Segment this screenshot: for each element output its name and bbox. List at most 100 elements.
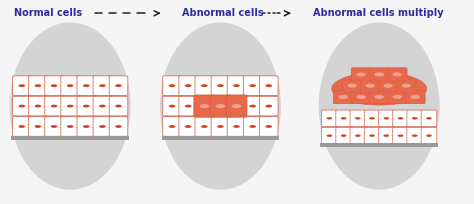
Ellipse shape [99,105,106,108]
Ellipse shape [355,134,361,137]
Ellipse shape [392,72,402,76]
Ellipse shape [51,125,57,128]
Ellipse shape [398,134,403,137]
Ellipse shape [217,84,224,87]
Ellipse shape [233,84,240,87]
Ellipse shape [83,105,90,108]
Ellipse shape [374,95,384,99]
Ellipse shape [217,125,224,128]
Ellipse shape [216,104,225,108]
Ellipse shape [115,84,122,87]
FancyBboxPatch shape [109,117,128,136]
Ellipse shape [99,125,106,128]
FancyBboxPatch shape [226,95,247,117]
FancyBboxPatch shape [12,96,31,116]
Ellipse shape [185,105,191,108]
Ellipse shape [401,84,411,88]
FancyBboxPatch shape [163,117,182,136]
Ellipse shape [35,125,41,128]
FancyBboxPatch shape [369,68,389,81]
FancyBboxPatch shape [77,96,96,116]
FancyBboxPatch shape [378,128,394,144]
FancyBboxPatch shape [387,90,407,104]
FancyBboxPatch shape [45,96,64,116]
FancyBboxPatch shape [392,110,409,126]
Ellipse shape [365,84,375,88]
Ellipse shape [35,84,41,87]
FancyBboxPatch shape [336,128,352,144]
FancyBboxPatch shape [163,96,182,116]
Ellipse shape [426,134,432,137]
FancyBboxPatch shape [61,117,80,136]
Ellipse shape [201,125,208,128]
Ellipse shape [369,117,375,120]
Ellipse shape [169,84,175,87]
FancyBboxPatch shape [421,110,437,126]
Text: Abnormal cells multiply: Abnormal cells multiply [313,8,444,18]
Ellipse shape [18,125,25,128]
FancyBboxPatch shape [369,90,389,104]
FancyBboxPatch shape [28,117,47,136]
FancyBboxPatch shape [12,117,31,136]
FancyBboxPatch shape [360,79,380,92]
FancyBboxPatch shape [195,76,214,95]
FancyBboxPatch shape [28,76,47,95]
Ellipse shape [67,105,73,108]
FancyBboxPatch shape [179,117,198,136]
FancyBboxPatch shape [351,68,371,81]
FancyBboxPatch shape [396,79,416,92]
Ellipse shape [18,105,25,108]
FancyBboxPatch shape [387,68,407,81]
Text: Normal cells: Normal cells [14,8,82,18]
Ellipse shape [67,125,73,128]
FancyBboxPatch shape [77,117,96,136]
FancyBboxPatch shape [350,110,366,126]
Ellipse shape [383,84,393,88]
FancyBboxPatch shape [407,128,423,144]
Ellipse shape [383,117,389,120]
FancyBboxPatch shape [211,76,230,95]
Ellipse shape [356,95,366,99]
FancyBboxPatch shape [342,79,362,92]
Ellipse shape [356,72,366,76]
Ellipse shape [347,84,357,88]
FancyBboxPatch shape [227,76,246,95]
Ellipse shape [249,84,256,87]
FancyBboxPatch shape [61,96,80,116]
FancyBboxPatch shape [109,76,128,95]
FancyBboxPatch shape [378,110,394,126]
FancyBboxPatch shape [336,110,352,126]
Ellipse shape [369,134,375,137]
FancyBboxPatch shape [243,96,262,116]
Ellipse shape [169,105,175,108]
Ellipse shape [67,84,73,87]
FancyBboxPatch shape [365,128,380,144]
FancyBboxPatch shape [45,76,64,95]
FancyBboxPatch shape [365,110,380,126]
Ellipse shape [249,125,256,128]
FancyBboxPatch shape [407,110,423,126]
Ellipse shape [232,104,241,108]
Ellipse shape [83,84,90,87]
Ellipse shape [319,22,440,190]
FancyBboxPatch shape [77,76,96,95]
Ellipse shape [249,105,256,108]
Ellipse shape [332,72,427,105]
Ellipse shape [265,125,272,128]
Ellipse shape [201,84,208,87]
Ellipse shape [383,134,389,137]
Ellipse shape [341,117,346,120]
Ellipse shape [160,22,281,190]
FancyBboxPatch shape [195,117,214,136]
FancyBboxPatch shape [321,128,337,144]
FancyBboxPatch shape [211,117,230,136]
FancyBboxPatch shape [93,96,112,116]
FancyBboxPatch shape [45,117,64,136]
Ellipse shape [327,117,332,120]
FancyBboxPatch shape [350,128,366,144]
Ellipse shape [185,84,191,87]
FancyBboxPatch shape [194,95,215,117]
Text: Abnormal cells: Abnormal cells [182,8,264,18]
Ellipse shape [426,117,432,120]
Ellipse shape [18,84,25,87]
